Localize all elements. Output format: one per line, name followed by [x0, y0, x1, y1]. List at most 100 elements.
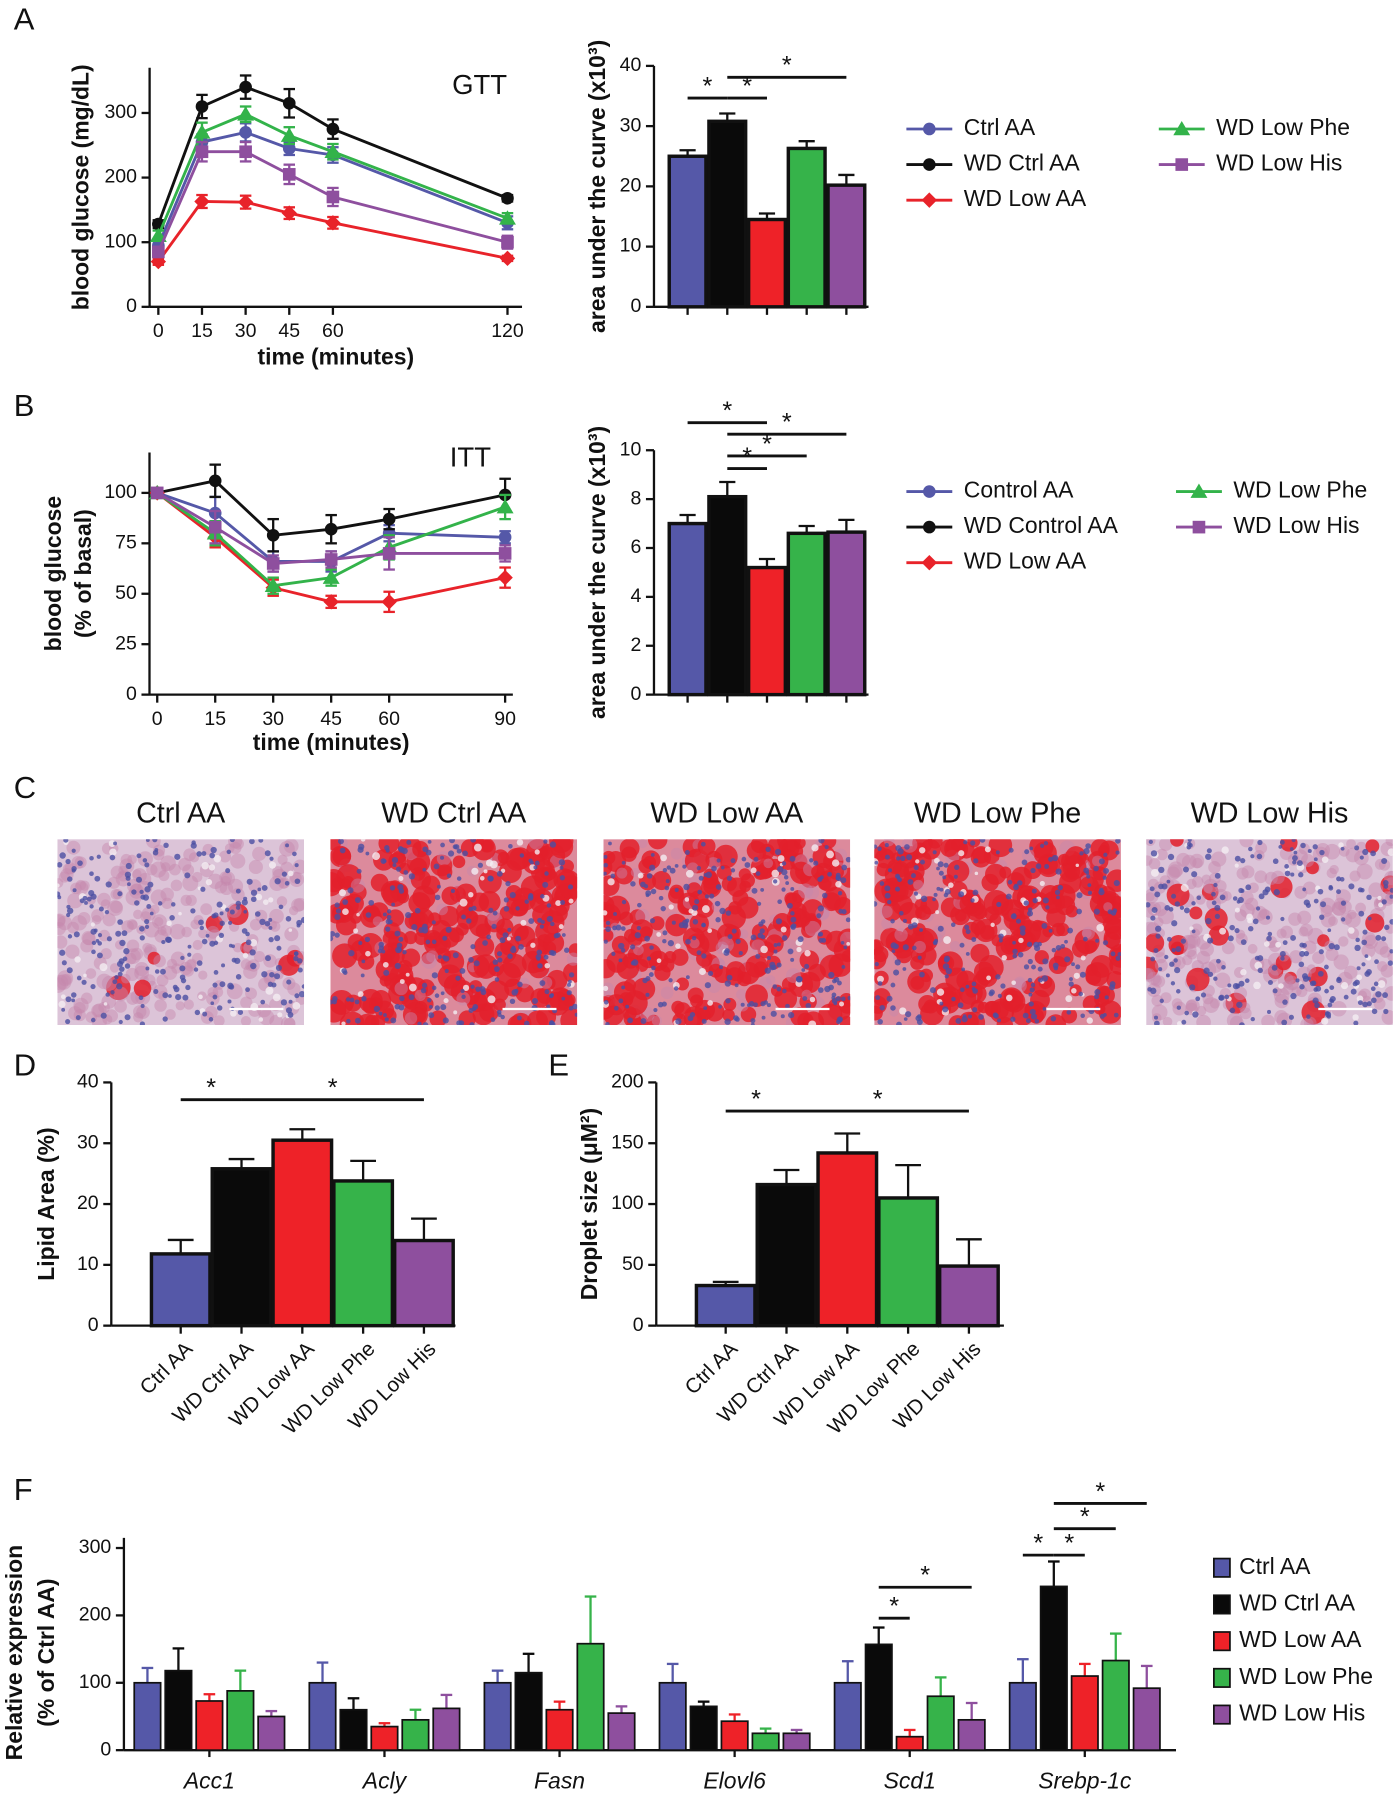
nucleus — [1010, 1016, 1016, 1022]
nucleus — [691, 935, 697, 941]
bar — [1008, 1681, 1037, 1752]
nucleus — [907, 923, 914, 930]
nucleus — [121, 930, 128, 937]
nucleus — [196, 960, 203, 966]
bar — [667, 521, 708, 697]
bar — [226, 1690, 255, 1752]
nucleus — [67, 876, 73, 882]
lipid-droplet — [1003, 990, 1026, 1013]
y-tick-label: 25 — [115, 632, 137, 654]
x-tick-label: Elovl6 — [703, 1767, 766, 1793]
nucleus — [1370, 986, 1376, 992]
nucleus — [163, 842, 169, 849]
y-tick-label: 0 — [630, 295, 641, 317]
tissue-gap — [99, 963, 108, 972]
nucleus — [625, 1004, 630, 1009]
nucleus — [427, 997, 432, 1003]
lipid-droplet — [150, 861, 167, 878]
bar — [689, 1705, 718, 1752]
nucleus — [259, 918, 266, 926]
bar — [895, 1735, 924, 1752]
lipid-droplet — [1182, 954, 1193, 966]
lipid-droplet — [1189, 906, 1203, 920]
nucleus — [1029, 846, 1034, 851]
lipid-droplet — [1363, 934, 1378, 950]
legend-swatch — [1213, 1557, 1231, 1578]
lipid-droplet — [1304, 1016, 1317, 1026]
nucleus — [548, 993, 554, 999]
nucleus — [797, 936, 804, 943]
nucleus — [382, 859, 387, 863]
lipid-droplet — [1214, 880, 1227, 893]
nucleus — [1064, 956, 1071, 963]
nucleus — [235, 905, 241, 910]
nucleus — [524, 899, 529, 904]
nucleus — [1362, 929, 1368, 935]
marker — [1192, 520, 1206, 534]
tissue-gap — [568, 898, 574, 904]
nucleus — [1012, 940, 1016, 945]
lipid-droplet — [1345, 847, 1361, 863]
nucleus — [384, 1017, 389, 1022]
nucleus — [245, 987, 250, 993]
nucleus — [1329, 985, 1335, 991]
marker — [195, 145, 209, 159]
nucleus — [1042, 897, 1049, 904]
marker — [208, 474, 222, 488]
marker — [322, 569, 340, 584]
nucleus — [1314, 1002, 1320, 1009]
nucleus — [261, 884, 268, 891]
nucleus — [1188, 843, 1193, 848]
lipid-droplet — [1146, 855, 1153, 866]
nucleus — [953, 874, 958, 879]
nucleus — [932, 940, 938, 946]
lipid-droplet — [1326, 867, 1337, 879]
tissue-gap — [544, 962, 550, 969]
nucleus — [113, 841, 118, 846]
lipid-droplet — [1263, 967, 1279, 984]
nucleus — [560, 899, 566, 905]
nucleus — [349, 997, 355, 1003]
nucleus — [285, 916, 292, 922]
nucleus — [161, 939, 166, 945]
lipid-droplet — [1280, 925, 1294, 939]
nucleus — [630, 881, 636, 887]
nucleus — [1040, 843, 1045, 848]
legend-label: WD Low Phe — [1216, 114, 1350, 140]
nucleus — [208, 1017, 214, 1022]
lipid-droplet — [452, 855, 466, 869]
nucleus — [447, 850, 455, 857]
lipid-droplet — [414, 931, 429, 946]
nucleus — [1382, 992, 1389, 998]
nucleus — [1060, 943, 1066, 949]
nucleus — [894, 959, 901, 966]
nucleus — [468, 957, 474, 963]
nucleus — [621, 926, 626, 931]
lipid-droplet — [798, 883, 814, 899]
x-tick-label: Acc1 — [182, 1767, 235, 1793]
nucleus — [348, 949, 355, 957]
nucleus — [783, 875, 789, 880]
lipid-droplet — [1186, 878, 1197, 890]
nucleus — [421, 923, 428, 930]
nucleus — [755, 953, 761, 959]
nucleus — [773, 949, 778, 954]
bar — [392, 1238, 455, 1328]
nucleus — [226, 849, 232, 855]
lipid-droplet — [206, 925, 220, 939]
y-axis-label: blood glucose — [40, 496, 66, 651]
lipid-droplet — [1324, 843, 1340, 860]
image-title: WD Low AA — [650, 798, 804, 830]
nucleus — [942, 875, 947, 880]
lipid-droplet — [1276, 928, 1287, 939]
nucleus — [939, 1001, 944, 1006]
lipid-droplet — [372, 916, 383, 927]
nucleus — [210, 1001, 215, 1006]
tissue-gap — [268, 897, 274, 903]
lipid-droplet — [278, 878, 289, 889]
nucleus — [997, 1018, 1001, 1023]
lipid-droplet — [1196, 950, 1211, 965]
lipid-droplet — [160, 855, 176, 872]
nucleus — [785, 881, 790, 885]
nucleus — [199, 925, 205, 931]
